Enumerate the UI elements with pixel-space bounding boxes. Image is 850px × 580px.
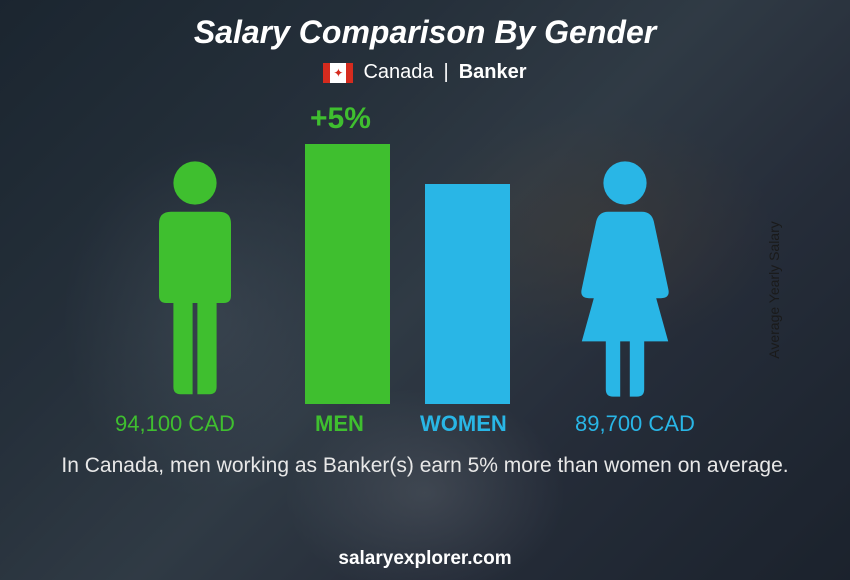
separator: | <box>444 61 449 84</box>
value-row: 94,100 CAD MEN WOMEN 89,700 CAD <box>75 404 775 444</box>
canada-flag-icon: ✦ <box>323 63 353 83</box>
page-title: Salary Comparison By Gender <box>0 0 850 51</box>
men-bar <box>305 144 390 404</box>
women-salary-value: 89,700 CAD <box>575 411 695 437</box>
country-label: Canada <box>363 61 433 84</box>
caption-text: In Canada, men working as Banker(s) earn… <box>0 444 850 480</box>
subtitle-row: ✦ Canada | Banker <box>0 61 850 84</box>
men-salary-value: 94,100 CAD <box>115 411 235 437</box>
women-label: WOMEN <box>420 411 507 437</box>
female-person-icon <box>565 159 685 404</box>
role-label: Banker <box>459 61 527 84</box>
gender-salary-chart: +5% 94,100 CAD MEN WOMEN 89,700 CAD <box>75 104 775 444</box>
infographic-content: Salary Comparison By Gender ✦ Canada | B… <box>0 0 850 580</box>
y-axis-label: Average Yearly Salary <box>765 221 781 359</box>
footer-source: salaryexplorer.com <box>0 548 850 570</box>
male-person-icon <box>135 159 255 404</box>
men-label: MEN <box>315 411 364 437</box>
difference-label: +5% <box>310 102 371 136</box>
women-bar <box>425 184 510 404</box>
